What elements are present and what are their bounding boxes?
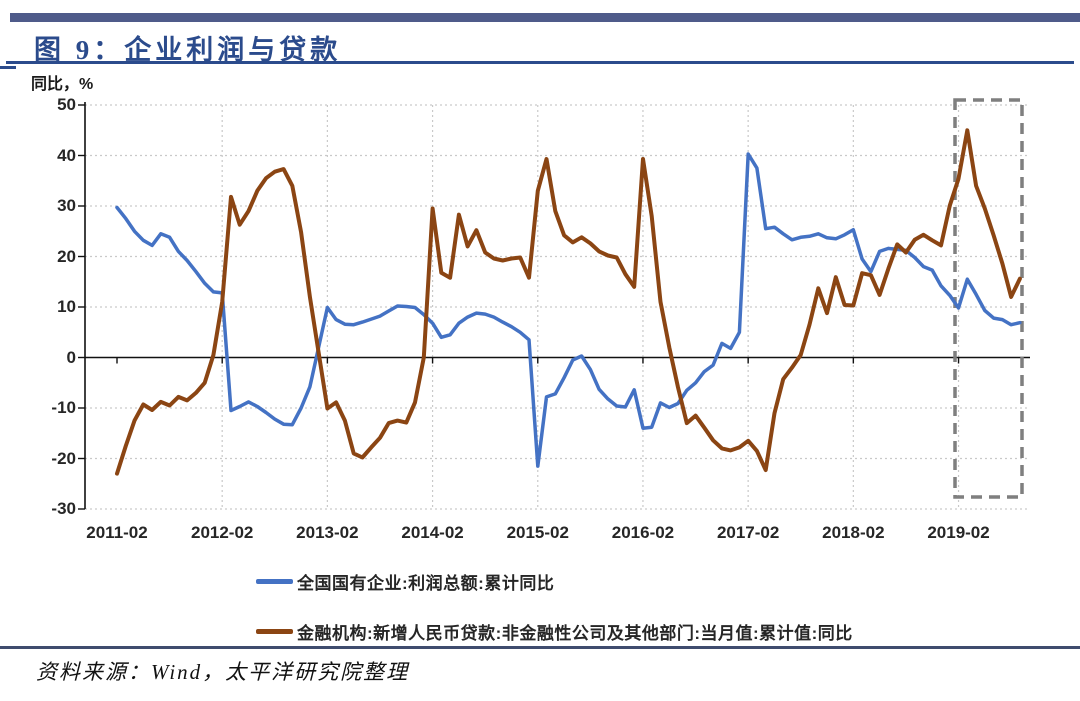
footer-divider — [0, 646, 1080, 649]
x-axis-tick-label: 2011-02 — [86, 523, 148, 542]
y-axis-tick-label: 40 — [57, 145, 76, 165]
y-axis-tick-label: 0 — [66, 347, 76, 367]
x-axis-tick-label: 2013-02 — [296, 523, 359, 542]
x-axis-tick-label: 2017-02 — [716, 523, 780, 542]
loan-series-key-icon — [256, 628, 293, 634]
y-axis-tick-label: 30 — [57, 196, 76, 215]
y-axis-tick-label: 20 — [57, 246, 76, 266]
title-underline-stub — [0, 66, 16, 69]
y-axis-tick-label: -10 — [51, 398, 76, 417]
x-axis-tick-label: 2019-02 — [927, 523, 990, 542]
legend-label-profit: 全国国有企业:利润总额:累计同比 — [297, 573, 555, 593]
top-accent-bar — [10, 13, 1080, 22]
figure-title: 图 9：企业利润与贷款 — [34, 35, 342, 65]
x-axis-tick-label: 2016-02 — [611, 523, 675, 542]
x-axis-tick-label: 2012-02 — [190, 523, 254, 542]
y-axis-tick-label: -20 — [51, 448, 76, 468]
data-source-note: 资料来源：Wind，太平洋研究院整理 — [36, 660, 410, 684]
title-underline — [6, 61, 1074, 64]
legend-label-loans: 金融机构:新增人民币贷款:非金融性公司及其他部门:当月值:累计值:同比 — [297, 623, 853, 643]
x-axis-tick-label: 2014-02 — [401, 523, 464, 542]
profit-line-series — [115, 152, 1022, 468]
legend-entry-profit: 全国国有企业:利润总额:累计同比 — [256, 570, 555, 593]
y-axis-tick-label: -30 — [51, 499, 76, 518]
y-axis-tick-label: 50 — [57, 95, 76, 114]
x-axis-tick-label: 2015-02 — [506, 523, 569, 542]
x-axis-tick-label: 2018-02 — [822, 523, 885, 542]
loan-line-series — [115, 128, 1022, 476]
y-axis-unit-label: 同比，% — [31, 76, 94, 93]
highlight-dashed-box — [953, 98, 1024, 499]
y-axis-tick-label: 10 — [57, 297, 76, 316]
legend-entry-loans: 金融机构:新增人民币贷款:非金融性公司及其他部门:当月值:累计值:同比 — [256, 620, 853, 643]
profit-series-key-icon — [256, 578, 293, 584]
